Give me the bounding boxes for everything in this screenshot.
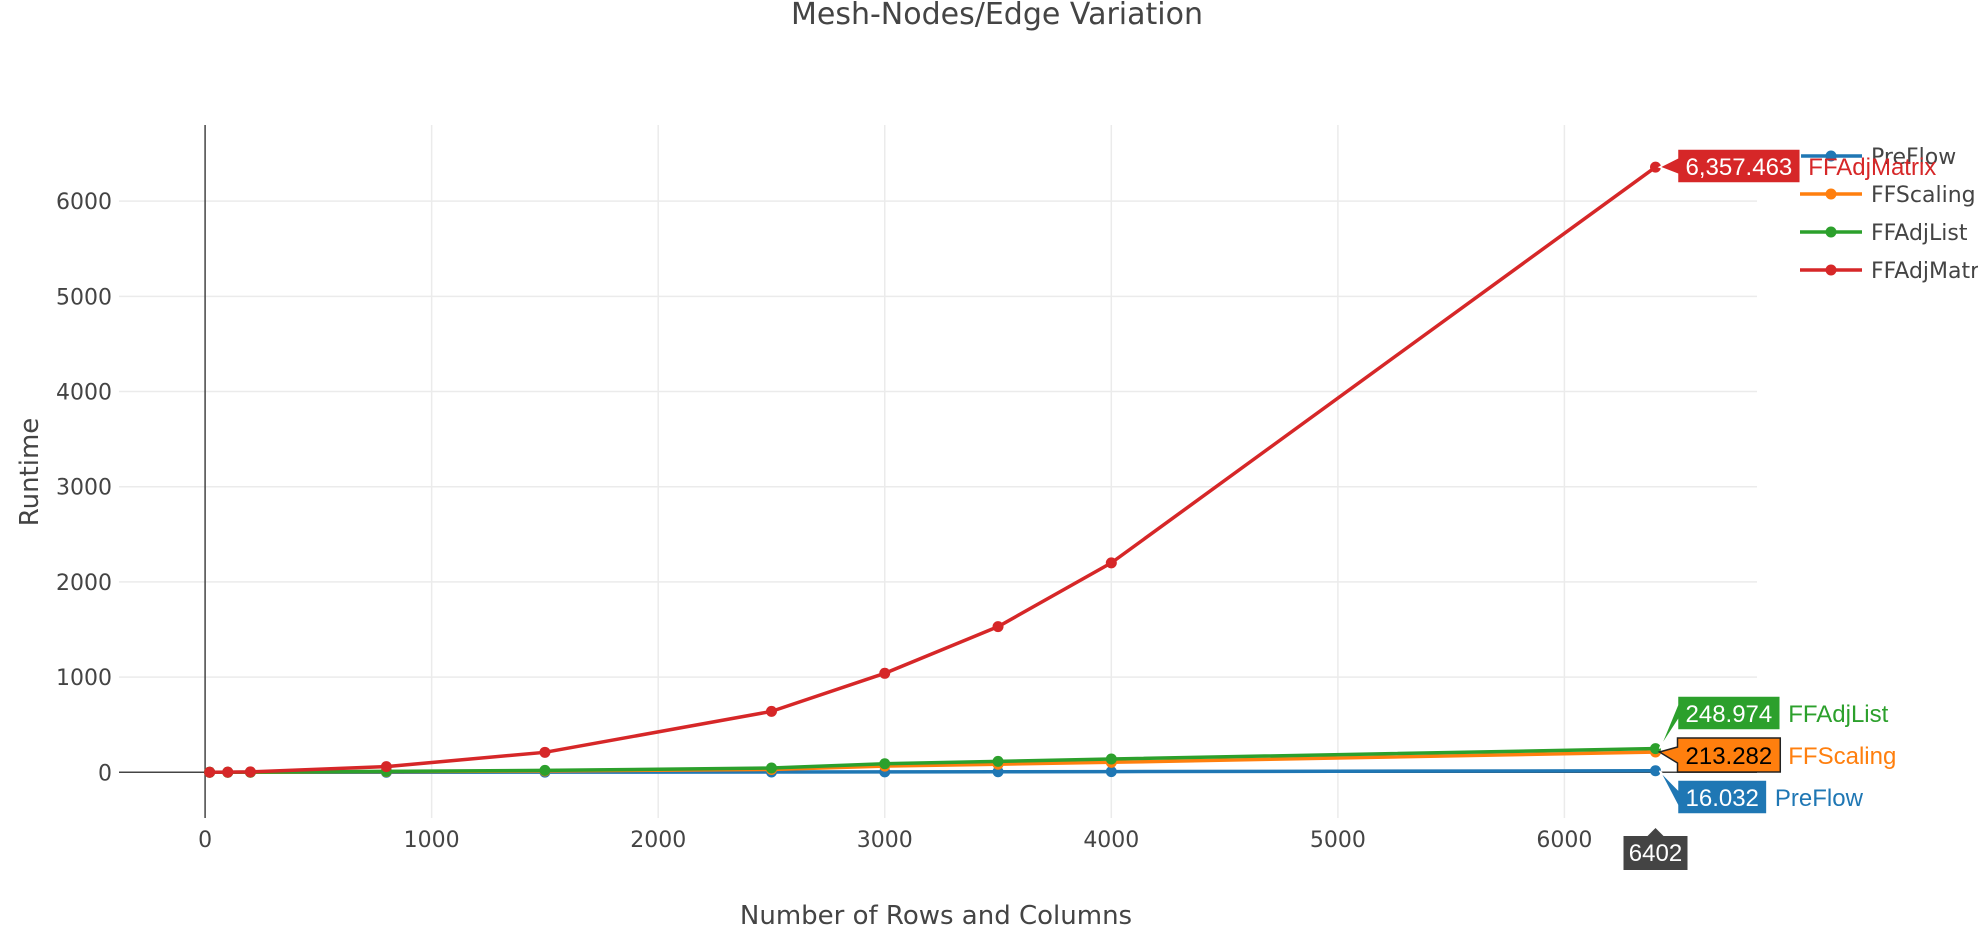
legend-marker [1825, 264, 1837, 276]
data-point-ffadjmatrix [992, 621, 1004, 633]
data-point-ffadjmatrix [765, 705, 777, 717]
data-point-ffadjmatrix [222, 766, 234, 778]
x-tick-label: 5000 [1310, 828, 1366, 853]
axes [119, 125, 1757, 818]
legend-item-preflow[interactable]: PreFlow [1800, 145, 1956, 170]
hover-label-ffadjmatrix: 6,357.463 FFAdjMatrix [1657, 148, 1936, 184]
data-point-ffadjlist [1105, 753, 1117, 765]
y-tick-label: 1000 [56, 666, 112, 691]
x-tick-label: 2000 [630, 828, 686, 853]
data-point-ffadjmatrix [879, 667, 891, 679]
legend-item-ffadjmatrix[interactable]: FFAdjMatrix [1800, 259, 1978, 284]
legend[interactable]: PreFlow FFScaling FFAdjList FFAdjMatrix [1800, 145, 1978, 284]
hover-box [1658, 770, 1768, 815]
hover-labels: 6,357.463 FFAdjMatrix 248.974 FFAdjList 213.… [1623, 148, 1936, 870]
hover-series-name: PreFlow [1775, 785, 1864, 812]
data-point-ffadjlist [539, 764, 551, 776]
y-tick-label: 4000 [56, 381, 112, 406]
x-tick-label: 1000 [404, 828, 460, 853]
y-tick-label: 0 [98, 761, 112, 786]
hover-label-ffadjlist: 248.974 FFAdjList [1658, 695, 1889, 750]
x-tick-label: 6000 [1536, 828, 1592, 853]
legend-marker [1825, 226, 1837, 238]
data-point-preflow [1650, 765, 1662, 777]
chart-title: Mesh-Nodes/Edge Variation [791, 0, 1203, 32]
hover-label-preflow: 16.032 PreFlow [1658, 770, 1864, 815]
data-point-ffadjmatrix [244, 766, 256, 778]
legend-label: FFAdjList [1871, 221, 1968, 246]
hover-x-box [1623, 828, 1688, 870]
x-tick-label: 0 [198, 828, 212, 853]
hover-series-name: FFAdjList [1788, 701, 1888, 728]
grid [119, 125, 1757, 818]
tick-labels: 0 1000 2000 3000 4000 5000 6000 0 1000 2000 3000 40… [56, 190, 1592, 853]
hover-x-value: 6402 [1629, 840, 1682, 867]
data-point-ffadjmatrix [1105, 557, 1117, 569]
x-axis-title: Number of Rows and Columns [740, 901, 1132, 931]
legend-marker [1825, 188, 1837, 200]
hover-series-name: FFAdjMatrix [1808, 154, 1936, 181]
series-line-ffadjlist [209, 746, 1656, 775]
legend-label: PreFlow [1871, 145, 1956, 170]
data-point-ffadjmatrix [539, 746, 551, 758]
series-lines [204, 161, 1662, 778]
hover-box [1658, 695, 1782, 750]
data-point-ffadjlist [765, 762, 777, 774]
data-point-ffadjlist [879, 758, 891, 770]
data-point-ffadjmatrix [380, 761, 392, 773]
data-point-ffadjmatrix [1650, 161, 1662, 173]
hover-value: 213.282 [1686, 743, 1773, 770]
hover-value: 248.974 [1686, 701, 1773, 728]
legend-marker [1825, 150, 1837, 162]
legend-label: FFScaling [1871, 183, 1976, 208]
hover-box [1657, 737, 1782, 773]
hover-value: 16.032 [1686, 785, 1759, 812]
data-point-preflow [992, 766, 1004, 778]
data-point-ffadjlist [992, 755, 1004, 767]
y-tick-label: 2000 [56, 571, 112, 596]
legend-label: FFAdjMatrix [1871, 259, 1978, 284]
hover-label-ffscaling: 213.282 FFScaling [1657, 737, 1896, 773]
series-line-ffadjmatrix [209, 165, 1657, 775]
hover-x-label: 6402 [1623, 828, 1688, 870]
x-tick-label: 4000 [1083, 828, 1139, 853]
y-tick-label: 5000 [56, 285, 112, 310]
x-tick-label: 3000 [857, 828, 913, 853]
hover-series-name: FFScaling [1788, 743, 1896, 770]
data-point-ffadjmatrix [204, 766, 216, 778]
data-point-preflow [1105, 766, 1117, 778]
y-tick-label: 6000 [56, 190, 112, 215]
y-tick-label: 3000 [56, 476, 112, 501]
legend-item-ffscaling[interactable]: FFScaling [1800, 183, 1976, 208]
y-axis-title: Runtime [15, 418, 45, 527]
data-point-ffadjlist [1650, 743, 1662, 755]
hover-value: 6,357.463 [1686, 154, 1793, 181]
hover-box [1657, 148, 1802, 184]
legend-item-ffadjlist[interactable]: FFAdjList [1800, 221, 1968, 246]
